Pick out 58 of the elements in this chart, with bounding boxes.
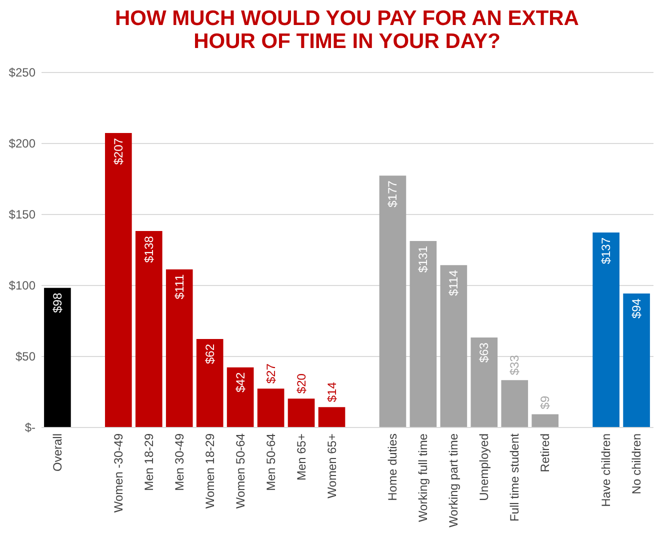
data-label: $14: [324, 382, 339, 402]
bar: [105, 133, 132, 427]
x-tick-label: Women 50-64: [233, 433, 248, 509]
chart-title: HOW MUCH WOULD YOU PAY FOR AN EXTRA HOUR OF TIME IN YOUR DAY?: [115, 7, 579, 53]
data-label: $98: [50, 292, 64, 313]
data-label: $94: [630, 298, 644, 319]
bar: [196, 338, 224, 427]
data-label: $207: [111, 138, 126, 165]
bar: [592, 232, 620, 427]
data-label: $137: [599, 237, 614, 264]
x-tick-label: Men 50-64: [264, 433, 278, 491]
data-label: $27: [264, 363, 278, 384]
x-tick-label: Unemployed: [477, 434, 492, 501]
x-tick-label: Men 18-29: [142, 433, 156, 491]
bar: [440, 265, 468, 427]
y-tick-label: $100: [8, 278, 36, 292]
data-label: $33: [508, 354, 522, 376]
bar: [226, 367, 254, 427]
data-label: $111: [172, 274, 186, 300]
bar: [532, 414, 559, 427]
x-tick-label: Full time student: [508, 432, 522, 522]
data-label: $42: [233, 372, 248, 392]
data-label: $63: [477, 342, 492, 363]
data-label: $177: [386, 180, 400, 208]
x-tick-label: Women 18-29: [202, 433, 217, 509]
bar: [44, 288, 71, 427]
x-tick-label: Overall: [50, 434, 64, 472]
y-tick-label: $250: [8, 66, 36, 80]
x-tick-label: Have children: [599, 434, 614, 507]
bar: [318, 407, 346, 427]
bar: [257, 388, 284, 427]
x-tick-label: No children: [630, 434, 644, 494]
bar: [623, 294, 650, 427]
bar: [379, 176, 406, 427]
x-tick-label: Working part time: [446, 433, 461, 528]
data-label: $114: [446, 270, 461, 296]
x-tick-label: Working full time: [416, 433, 430, 522]
y-tick-label: $-: [24, 420, 36, 434]
x-tick-label: Retired: [538, 434, 552, 472]
data-label: $131: [416, 246, 430, 273]
data-label: $20: [294, 373, 308, 394]
bar: [135, 231, 162, 427]
bar: [288, 398, 315, 427]
data-label: $62: [202, 344, 217, 364]
bar: [470, 338, 498, 427]
x-tick-label: Men 30-49: [172, 433, 186, 491]
data-label: $9: [538, 396, 552, 410]
bar: [166, 269, 193, 427]
x-tick-label: Women 65+: [324, 434, 339, 498]
bar: [410, 240, 437, 427]
y-tick-label: $50: [15, 350, 36, 364]
x-tick-label: Home duties: [386, 434, 400, 501]
y-tick-label: $150: [8, 208, 36, 222]
x-tick-label: Men 65+: [294, 434, 308, 481]
x-tick-label: Women -30-49: [111, 433, 126, 513]
data-label: $138: [142, 236, 156, 263]
y-tick-label: $200: [8, 136, 36, 150]
bar: [501, 380, 528, 427]
